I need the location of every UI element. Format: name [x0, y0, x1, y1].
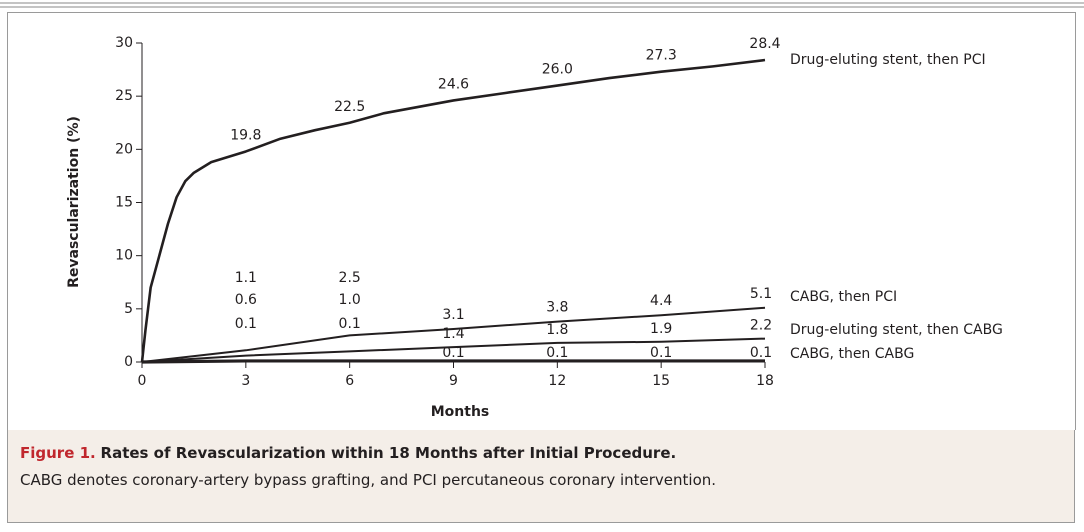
x-tick-label: 9: [449, 373, 458, 389]
y-axis-label: Revascularization (%): [66, 116, 82, 288]
y-tick-label: 15: [115, 195, 133, 211]
data-label: 19.8: [230, 127, 261, 143]
caption: Figure 1. Rates of Revascularization wit…: [7, 430, 1075, 523]
data-label: 3.8: [546, 300, 568, 316]
x-tick-label: 18: [756, 373, 774, 389]
data-label: 28.4: [749, 36, 780, 52]
series-label: Drug-eluting stent, then CABG: [790, 322, 1003, 338]
data-label: 24.6: [438, 76, 469, 92]
caption-title: Rates of Revascularization within 18 Mon…: [100, 444, 677, 462]
series-label: Drug-eluting stent, then PCI: [790, 52, 986, 68]
y-tick-label: 0: [124, 354, 133, 370]
y-tick-label: 10: [115, 248, 133, 264]
data-label: 5.1: [750, 286, 772, 302]
y-tick-label: 30: [115, 35, 133, 51]
data-label: 4.4: [650, 293, 672, 309]
frame: [7, 12, 1076, 430]
x-tick-label: 15: [652, 373, 670, 389]
chart: Months Revascularization (%) 0 5 10 15 20 25 3…: [0, 2, 1084, 430]
data-label: 22.5: [334, 99, 365, 115]
data-label: 0.1: [546, 345, 568, 361]
data-label: 3.1: [442, 307, 464, 323]
data-label: 0.1: [442, 345, 464, 361]
data-label: 26.0: [542, 62, 573, 78]
series-label: CABG, then CABG: [790, 346, 914, 362]
data-label: 0.6: [235, 292, 257, 308]
caption-label: Figure 1.: [20, 444, 96, 462]
data-label: 1.1: [235, 270, 257, 286]
x-tick-label: 6: [345, 373, 354, 389]
x-tick-label: 12: [548, 373, 566, 389]
data-label: 2.5: [339, 270, 361, 286]
x-tick-label: 0: [138, 373, 147, 389]
series-line: [141, 337, 766, 363]
y-tick-label: 25: [115, 88, 133, 104]
data-label: 0.1: [650, 345, 672, 361]
data-label: 1.8: [546, 322, 568, 338]
data-label: 1.9: [650, 321, 672, 337]
data-label: 27.3: [646, 48, 677, 64]
y-tick-label: 5: [124, 301, 133, 317]
x-axis-label: Months: [431, 404, 490, 420]
data-label: 0.1: [750, 345, 772, 361]
x-tick-label: 3: [241, 373, 250, 389]
data-label: 1.0: [339, 292, 361, 308]
caption-text: CABG denotes coronary-artery bypass graf…: [20, 471, 717, 489]
y-tick-label: 20: [115, 141, 133, 157]
data-label: 2.2: [750, 318, 772, 334]
data-label: 1.4: [442, 326, 464, 342]
data-label: 0.1: [339, 316, 361, 332]
series-line: [140, 58, 766, 363]
series-line: [141, 306, 766, 363]
series-label: CABG, then PCI: [790, 289, 897, 305]
series-line: [141, 359, 765, 364]
data-label: 0.1: [235, 316, 257, 332]
